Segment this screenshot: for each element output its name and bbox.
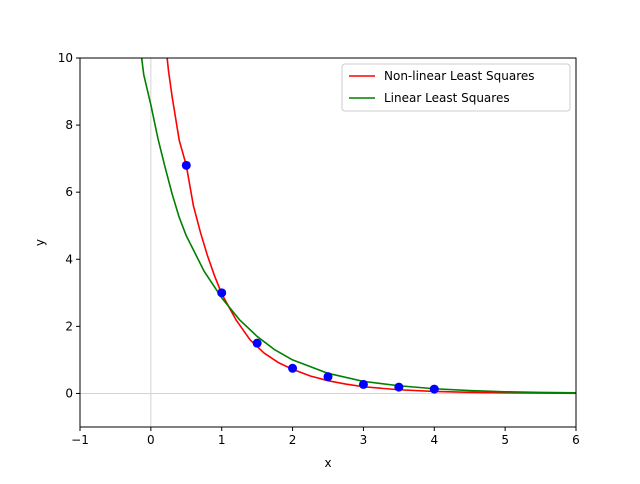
data-point — [358, 379, 368, 389]
legend-box — [341, 63, 571, 112]
x-tick-label: 4 — [430, 433, 438, 447]
data-point — [288, 363, 298, 373]
x-axis-label: x — [324, 456, 331, 470]
x-tick-label: 6 — [572, 433, 580, 447]
legend: Non-linear Least Squares Linear Least Squ… — [341, 63, 571, 112]
x-tick-label: 0 — [147, 433, 155, 447]
x-tick-label: 1 — [218, 433, 226, 447]
data-point — [252, 338, 262, 348]
y-tick-label: 4 — [65, 252, 73, 266]
y-tick-label: 8 — [65, 118, 73, 132]
plot-area — [140, 58, 576, 395]
data-point — [429, 384, 439, 394]
series-layer — [140, 58, 576, 395]
y-tick-label: 6 — [65, 185, 73, 199]
y-tick-label: 2 — [65, 319, 73, 333]
reference-lines — [80, 58, 576, 427]
data-point — [394, 382, 404, 392]
data-point — [217, 288, 227, 298]
legend-label: Non-linear Least Squares — [384, 69, 535, 83]
y-axis-label: y — [33, 239, 47, 246]
plot-frame — [79, 57, 577, 428]
x-tick-label: −1 — [71, 433, 89, 447]
data-point — [181, 160, 191, 170]
legend-label: Linear Least Squares — [384, 91, 510, 105]
data-point — [323, 372, 333, 382]
x-tick-label: 2 — [289, 433, 297, 447]
y-tick-label: 10 — [58, 51, 73, 65]
series-line-1 — [140, 58, 576, 394]
x-tick-label: 5 — [501, 433, 509, 447]
x-tick-label: 3 — [360, 433, 368, 447]
axis-ticks: −1 0 1 2 3 4 5 6 0 2 4 6 8 10 — [58, 51, 580, 447]
y-tick-label: 0 — [65, 386, 73, 400]
